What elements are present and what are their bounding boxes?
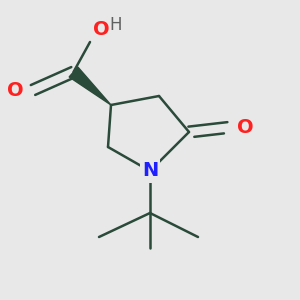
Polygon shape — [69, 67, 111, 105]
Text: O: O — [8, 80, 24, 100]
Text: H: H — [110, 16, 122, 34]
Text: O: O — [237, 118, 253, 137]
Text: N: N — [142, 161, 158, 181]
Text: O: O — [93, 20, 110, 39]
